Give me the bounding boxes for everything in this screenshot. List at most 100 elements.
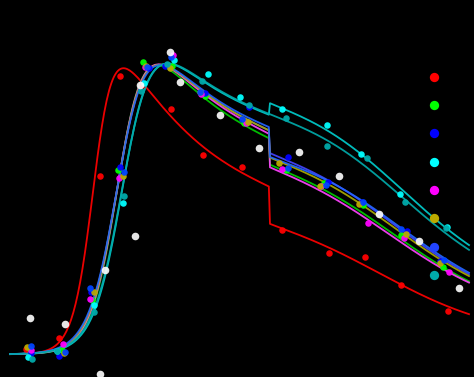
Point: [161, 63, 169, 69]
Point: [144, 64, 151, 70]
Point: [86, 296, 94, 302]
Point: [131, 233, 138, 239]
Point: [396, 191, 404, 197]
Point: [316, 183, 324, 189]
Point: [322, 182, 330, 188]
Point: [28, 356, 36, 362]
Point: [362, 254, 369, 261]
Point: [116, 164, 124, 170]
Point: [115, 167, 122, 173]
Point: [26, 315, 34, 321]
Point: [139, 59, 147, 65]
Point: [141, 64, 149, 70]
Point: [53, 348, 61, 354]
Point: [236, 94, 244, 100]
Point: [138, 82, 146, 88]
Point: [296, 149, 303, 155]
Point: [137, 88, 145, 94]
Point: [61, 349, 69, 355]
Point: [163, 61, 171, 67]
Point: [364, 220, 372, 226]
Point: [96, 173, 103, 179]
Point: [359, 199, 366, 205]
Point: [323, 121, 331, 127]
Point: [176, 78, 183, 84]
Point: [324, 179, 331, 185]
Point: [403, 228, 410, 234]
Point: [168, 106, 175, 112]
Point: [101, 267, 109, 273]
Point: [60, 350, 68, 356]
Point: [437, 261, 444, 267]
Point: [24, 354, 32, 360]
Point: [278, 106, 286, 112]
Point: [116, 73, 124, 79]
Point: [201, 93, 209, 99]
Point: [445, 269, 453, 275]
Point: [169, 63, 176, 69]
Point: [441, 257, 448, 263]
Point: [96, 371, 104, 377]
Point: [323, 143, 331, 149]
Point: [170, 57, 177, 63]
Point: [140, 80, 148, 86]
Point: [397, 225, 405, 231]
Point: [278, 166, 285, 172]
Point: [430, 187, 438, 193]
Point: [136, 81, 144, 87]
Point: [375, 211, 383, 218]
Point: [430, 74, 438, 80]
Point: [169, 52, 177, 58]
Point: [119, 173, 127, 179]
Point: [116, 175, 123, 181]
Point: [120, 169, 128, 175]
Point: [87, 289, 94, 295]
Point: [244, 120, 251, 126]
Point: [430, 159, 438, 165]
Point: [284, 154, 292, 160]
Point: [204, 71, 211, 77]
Point: [59, 341, 67, 347]
Point: [285, 165, 292, 171]
Point: [276, 160, 283, 166]
Point: [245, 102, 253, 108]
Point: [401, 234, 408, 241]
Point: [146, 65, 153, 71]
Point: [437, 258, 444, 264]
Point: [363, 155, 371, 161]
Point: [238, 164, 246, 170]
Point: [282, 115, 290, 121]
Point: [22, 346, 29, 352]
Point: [397, 232, 405, 238]
Point: [282, 167, 290, 173]
Point: [360, 202, 367, 208]
Point: [199, 78, 206, 84]
Point: [216, 112, 223, 118]
Point: [196, 89, 204, 95]
Point: [401, 199, 409, 205]
Point: [415, 238, 423, 244]
Point: [240, 120, 248, 126]
Point: [430, 130, 438, 136]
Point: [27, 350, 35, 356]
Point: [325, 250, 332, 256]
Point: [278, 227, 285, 233]
Point: [119, 200, 127, 206]
Point: [91, 302, 98, 308]
Point: [23, 344, 30, 350]
Point: [430, 215, 438, 221]
Point: [55, 353, 63, 359]
Point: [91, 289, 98, 295]
Point: [430, 244, 438, 250]
Point: [320, 180, 328, 186]
Point: [398, 282, 405, 288]
Point: [443, 224, 451, 230]
Point: [430, 102, 438, 108]
Point: [27, 346, 35, 352]
Point: [200, 152, 207, 158]
Point: [86, 285, 94, 291]
Point: [197, 91, 205, 97]
Point: [336, 173, 343, 179]
Point: [166, 66, 174, 72]
Point: [196, 89, 204, 95]
